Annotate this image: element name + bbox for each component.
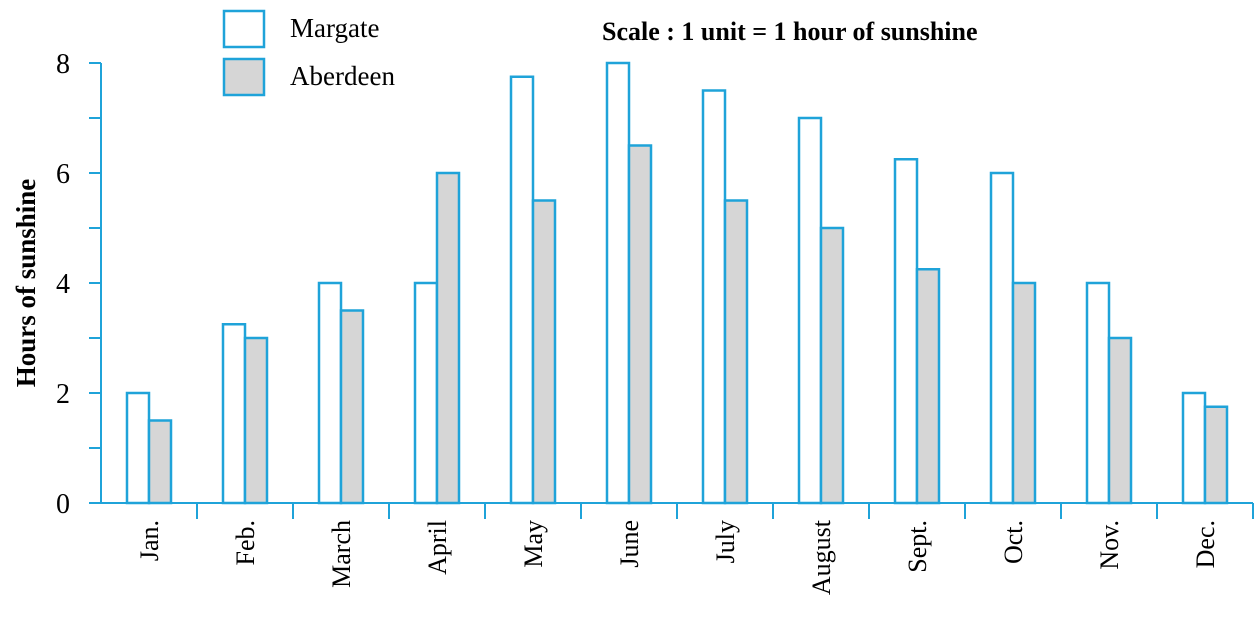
x-category-label: June bbox=[615, 520, 644, 568]
y-tick-label: 4 bbox=[56, 269, 70, 300]
bars bbox=[125, 61, 1229, 505]
y-tick-label: 0 bbox=[56, 489, 70, 520]
bar-margate-nov bbox=[1085, 281, 1111, 505]
bar-aberdeen-june bbox=[627, 144, 653, 505]
bar-aberdeen-oct bbox=[1011, 281, 1037, 505]
legend-swatch-margate bbox=[222, 9, 266, 49]
bar-aberdeen-april bbox=[435, 171, 461, 505]
bar-margate-jan bbox=[125, 391, 151, 505]
bar-aberdeen-may bbox=[531, 199, 557, 505]
y-ticks: 0 2 4 6 8 bbox=[56, 49, 101, 520]
category-labels: Jan. Feb. March April May June July August Sept.… bbox=[135, 519, 1220, 595]
scale-annotation: Scale : 1 unit = 1 hour of sunshine bbox=[602, 17, 978, 46]
bar-margate-feb bbox=[221, 323, 247, 505]
y-tick-label: 2 bbox=[56, 379, 70, 410]
bar-margate-dec bbox=[1181, 391, 1207, 505]
bar-margate-may bbox=[509, 75, 535, 505]
bar-aberdeen-nov bbox=[1107, 336, 1133, 505]
bar-aberdeen-sept bbox=[915, 268, 941, 505]
bar-margate-oct bbox=[989, 171, 1015, 505]
x-ticks bbox=[196, 503, 1254, 519]
y-tick-label: 6 bbox=[56, 159, 70, 190]
legend-label-aberdeen: Aberdeen bbox=[290, 61, 395, 91]
y-tick-label: 8 bbox=[56, 49, 70, 80]
bar-margate-july bbox=[701, 89, 727, 505]
x-category-label: Jan. bbox=[135, 520, 164, 561]
bar-aberdeen-march bbox=[339, 309, 365, 505]
x-category-label: Nov. bbox=[1095, 520, 1124, 570]
x-category-label: Sept. bbox=[903, 520, 932, 573]
bar-aberdeen-feb bbox=[243, 336, 269, 505]
x-category-label: Oct. bbox=[999, 520, 1028, 564]
x-category-label: July bbox=[711, 520, 740, 563]
legend-label-margate: Margate bbox=[290, 13, 379, 43]
bar-aberdeen-august bbox=[819, 226, 845, 505]
bar-margate-august bbox=[797, 116, 823, 505]
y-axis-label: Hours of sunshine bbox=[11, 179, 41, 388]
x-category-label: Dec. bbox=[1191, 520, 1220, 568]
legend: Margate Aberdeen bbox=[222, 9, 395, 97]
bar-margate-sept bbox=[893, 158, 919, 505]
bar-margate-april bbox=[413, 281, 439, 505]
bar-margate-march bbox=[317, 281, 343, 505]
legend-swatch-aberdeen bbox=[222, 57, 266, 97]
bar-aberdeen-dec bbox=[1203, 405, 1229, 505]
bar-margate-june bbox=[605, 61, 631, 505]
x-category-label: April bbox=[423, 520, 452, 575]
bar-aberdeen-jan bbox=[147, 419, 173, 505]
bar-aberdeen-july bbox=[723, 199, 749, 505]
x-category-label: August bbox=[807, 519, 836, 595]
x-category-label: March bbox=[327, 520, 356, 588]
x-category-label: May bbox=[519, 520, 548, 568]
x-category-label: Feb. bbox=[231, 520, 260, 566]
